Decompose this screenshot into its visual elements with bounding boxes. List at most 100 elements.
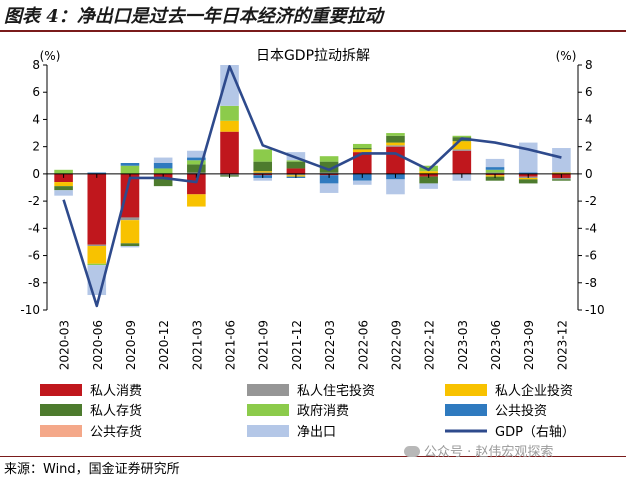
- y2-tick-label: 4: [585, 112, 593, 126]
- y2-tick-label: -10: [585, 303, 605, 317]
- legend-label: 私人存货: [90, 403, 142, 419]
- x-tick-label: 2022-09: [389, 320, 403, 370]
- bar-segment: [87, 244, 107, 247]
- bar-segment: [54, 186, 73, 191]
- bar-segment: [54, 182, 73, 187]
- y2-tick-label: -4: [585, 221, 597, 235]
- x-tick-label: 2020-03: [58, 320, 72, 370]
- x-tick-label: 2023-12: [555, 320, 569, 370]
- bar-segment: [120, 165, 140, 174]
- bar-segment: [286, 160, 306, 162]
- stacked-bars: [54, 65, 571, 296]
- bar-segment: [187, 160, 206, 165]
- legend-swatch: [247, 384, 289, 396]
- bar-segment: [386, 146, 405, 174]
- bar-segment: [386, 142, 405, 146]
- right-axis-unit: (%): [556, 49, 577, 63]
- bar-segment: [319, 175, 339, 184]
- y2-tick-label: 6: [585, 85, 593, 99]
- y2-tick-label: 8: [585, 58, 593, 72]
- bar-segment: [187, 173, 206, 195]
- legend-swatch: [40, 425, 82, 437]
- y2-tick-label: 2: [585, 140, 593, 154]
- bar-segment: [120, 220, 140, 244]
- bar-segment: [485, 172, 505, 174]
- bar-segment: [485, 176, 505, 181]
- bar-segment: [220, 120, 239, 132]
- legend-label: 政府消费: [297, 404, 349, 419]
- y-tick-label: 6: [32, 85, 40, 99]
- bar-segment: [120, 243, 140, 247]
- chart-title: 日本GDP拉动拆解: [256, 48, 370, 64]
- legend-swatch: [247, 404, 289, 416]
- y2-tick-label: 0: [585, 167, 593, 181]
- y-tick-label: 4: [32, 112, 40, 126]
- bar-segment: [352, 148, 372, 150]
- bar-segment: [452, 135, 472, 138]
- x-tick-label: 2021-09: [257, 320, 271, 370]
- bar-segment: [552, 148, 571, 173]
- legend-swatch: [40, 384, 82, 396]
- watermark-text: 公众号 · 赵伟宏观探索: [424, 445, 554, 460]
- bar-segment: [54, 169, 73, 174]
- bar-segment: [386, 133, 405, 136]
- x-tick-label: 2020-06: [91, 320, 105, 370]
- bar-segment: [253, 171, 273, 173]
- bar-segment: [120, 173, 140, 218]
- bar-segment: [419, 171, 438, 174]
- bar-segment: [253, 149, 273, 162]
- legend-label: 私人住宅投资: [297, 383, 375, 399]
- legend-swatch: [445, 404, 487, 416]
- bar-segment: [319, 183, 339, 193]
- y-tick-label: -6: [28, 249, 40, 263]
- x-tick-label: 2021-06: [224, 320, 238, 370]
- y2-tick-label: -8: [585, 276, 597, 290]
- wechat-icon: [404, 446, 420, 457]
- bar-segment: [552, 179, 571, 181]
- y2-tick-label: -2: [585, 194, 597, 208]
- bar-segment: [120, 163, 140, 166]
- x-tick-label: 2023-03: [456, 320, 470, 370]
- x-tick-label: 2023-09: [522, 320, 536, 370]
- bar-segment: [187, 150, 206, 158]
- bar-segment: [220, 131, 239, 174]
- bar-segment: [386, 179, 405, 195]
- bar-segment: [54, 173, 73, 183]
- bar-segment: [386, 135, 405, 143]
- bar-segment: [87, 172, 107, 174]
- legend-label: 公共存货: [90, 424, 142, 440]
- legend-label: 公共投资: [495, 403, 547, 419]
- y-tick-label: -4: [28, 221, 40, 235]
- y-tick-label: 8: [32, 58, 40, 72]
- bar-segment: [552, 172, 571, 174]
- bar-segment: [485, 167, 505, 170]
- legend-label: 净出口: [297, 425, 336, 440]
- legend-label: 私人企业投资: [495, 383, 573, 399]
- legend-swatch: [40, 404, 82, 416]
- x-tick-label: 2020-12: [157, 320, 171, 370]
- gdp-line: [62, 65, 562, 308]
- axes: -10 -10 -8 -8 -6 -6 -4 -4 -2 -2 0 0 2 2 4 4 6 6 8 8 2020-03 2…: [20, 58, 604, 370]
- figure-title: 图表 4：净出口是过去一年日本经济的重要拉动: [4, 6, 383, 27]
- bar-segment: [87, 246, 107, 264]
- bar-segment: [153, 157, 173, 163]
- bar-segment: [187, 194, 206, 207]
- watermark: 公众号 · 赵伟宏观探索: [404, 441, 553, 460]
- bar-segment: [120, 217, 140, 221]
- bar-segment: [419, 176, 438, 184]
- bar-segment: [386, 145, 405, 147]
- y2-tick-label: -6: [585, 249, 597, 263]
- bar-segment: [253, 172, 273, 174]
- x-tick-label: 2022-06: [356, 320, 370, 370]
- bar-segment: [187, 172, 206, 174]
- bar-segment: [452, 141, 472, 150]
- x-tick-label: 2021-12: [290, 320, 304, 370]
- gdp-contribution-chart: 日本GDP拉动拆解 (%) (%) -10 -10 -8 -8 -6 -6 -4 -4 -2 -2…: [20, 48, 604, 440]
- bar-segment: [153, 163, 173, 169]
- bar-segment: [352, 152, 372, 174]
- gdp-line-layer: [62, 65, 562, 308]
- legend-label: 私人消费: [90, 384, 142, 399]
- bar-segment: [552, 177, 571, 180]
- y-tick-label: 0: [32, 167, 40, 181]
- figure-header: 图表 4：净出口是过去一年日本经济的重要拉动: [0, 0, 626, 32]
